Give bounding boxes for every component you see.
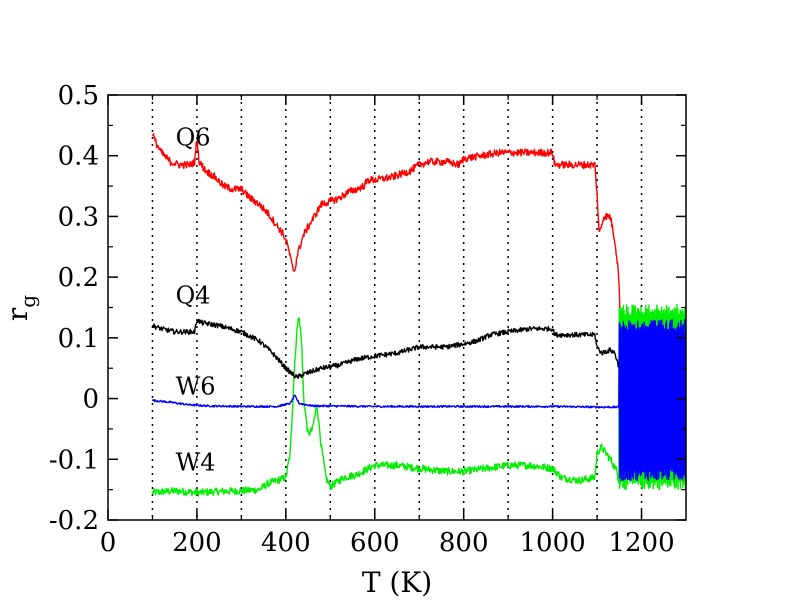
vertical-gridlines: [151, 95, 643, 520]
y-tick-label: 0: [82, 385, 99, 415]
x-tick-label: 600: [350, 528, 400, 558]
series-label-q4: Q4: [176, 281, 211, 309]
x-tick-label: 800: [439, 528, 489, 558]
y-axis-ticks: -0.2 -0.1 0 0.1 0.2 0.3 0.4 0.5: [49, 81, 686, 536]
x-tick-label: 400: [261, 528, 311, 558]
series-label-w4: W4: [176, 448, 216, 476]
y-tick-label: 0.3: [58, 202, 99, 232]
series-label-w6: W6: [176, 372, 216, 400]
series-label-q6: Q6: [176, 124, 211, 152]
x-tick-label: 0: [100, 528, 117, 558]
series-line-w6: [151, 319, 687, 482]
y-axis-title-main: r: [1, 307, 34, 321]
x-tick-label: 200: [172, 528, 222, 558]
plot-area: [151, 133, 687, 497]
series-labels: Q6 Q4 W6 W4: [176, 124, 216, 477]
y-tick-label: 0.1: [58, 324, 99, 354]
y-tick-label: -0.2: [49, 506, 99, 536]
y-tick-label: 0.4: [58, 142, 99, 172]
series-line-q6: [151, 133, 621, 309]
x-axis-ticks: 0 200 400 600 800 1000 1200: [100, 95, 675, 558]
series-line-w4: [151, 303, 687, 497]
y-tick-label: 0.5: [58, 81, 99, 111]
y-tick-label: 0.2: [58, 263, 99, 293]
y-axis-title-subscript: g: [16, 295, 40, 308]
x-tick-label: 1200: [608, 528, 674, 558]
y-axis-title: rg: [1, 295, 40, 321]
y-axis-title-group: rg: [1, 295, 40, 321]
series-line-q4: [151, 318, 620, 380]
y-tick-label: -0.1: [49, 445, 99, 475]
x-tick-label: 1000: [520, 528, 586, 558]
x-axis-title: T (K): [362, 566, 432, 599]
